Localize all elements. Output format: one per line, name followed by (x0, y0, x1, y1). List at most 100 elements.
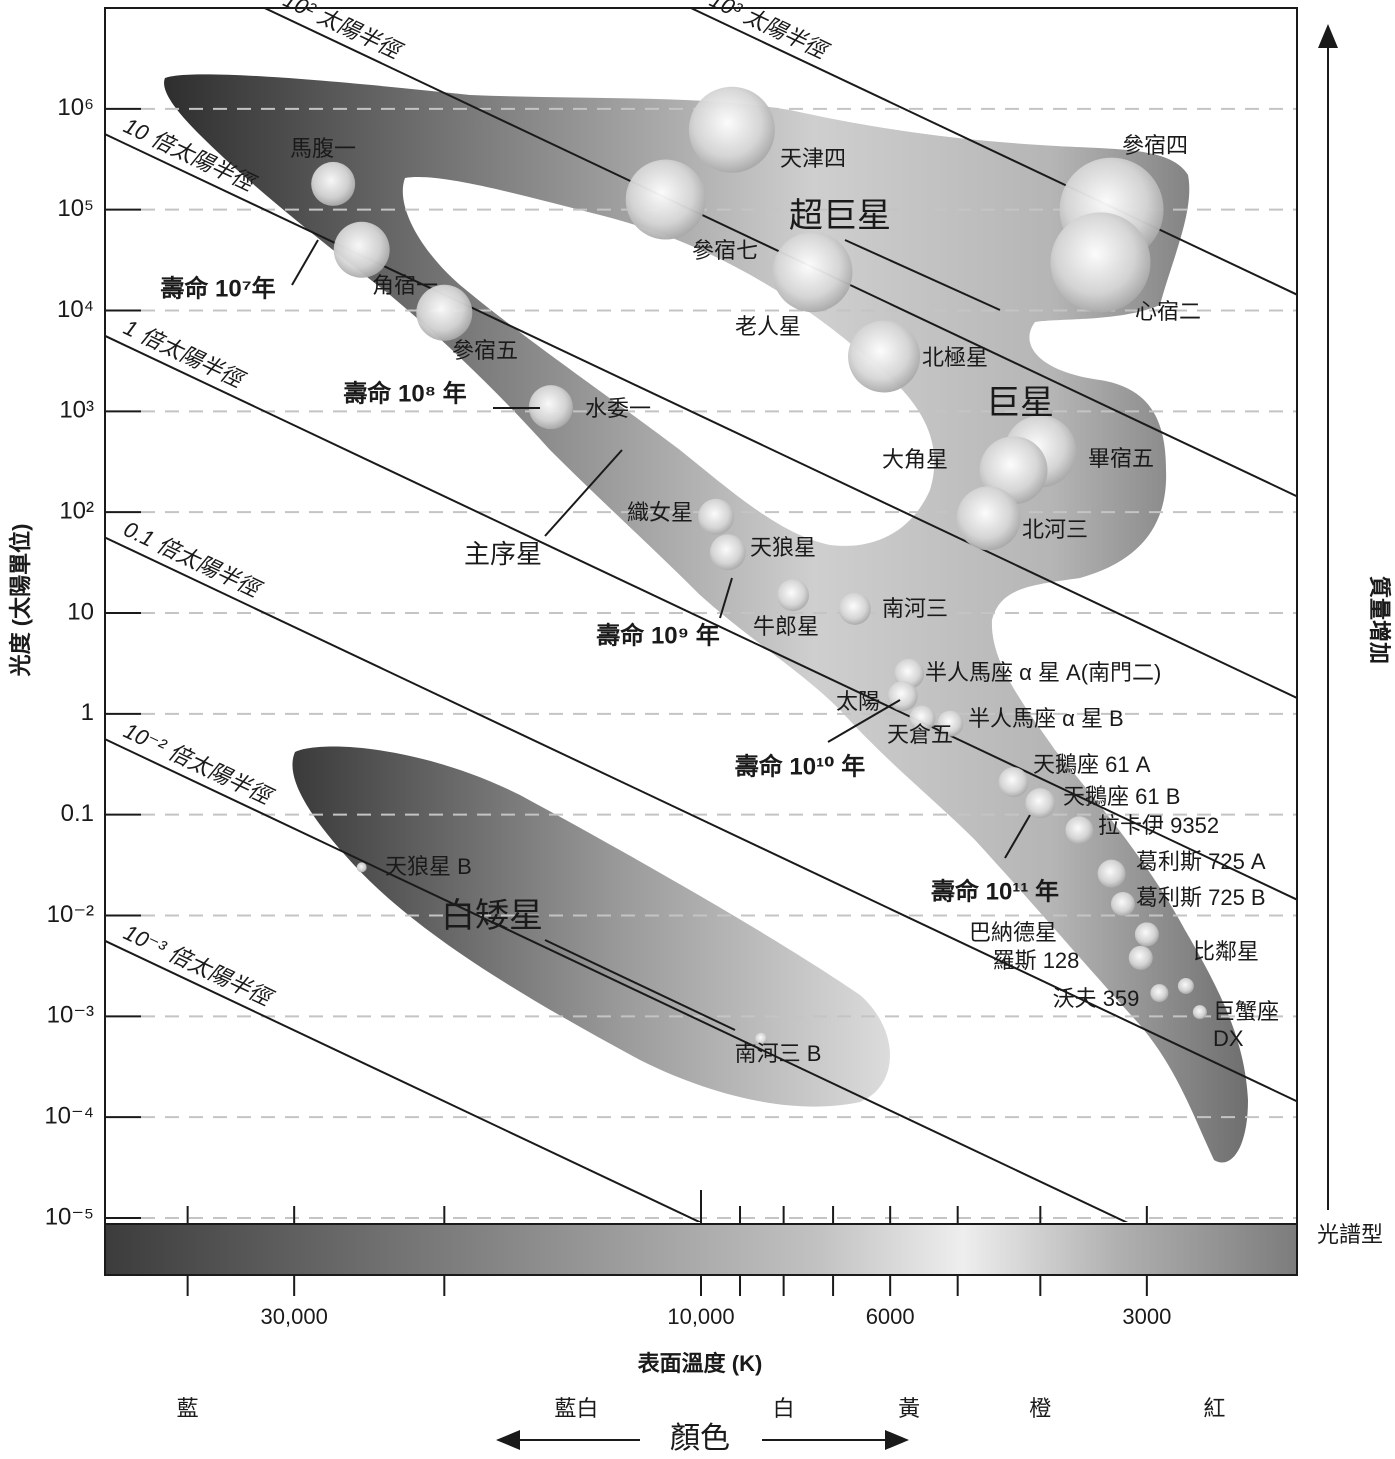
x-tick-label: 10,000 (667, 1304, 734, 1329)
y-axis-title: 光度 (太陽單位) (8, 524, 33, 678)
color-name: 橙 (1029, 1396, 1051, 1421)
y-tick-label: 10⁻³ (47, 1002, 94, 1029)
star (626, 160, 706, 240)
star-label: 馬腹一 (290, 136, 356, 161)
star-label: 半人馬座 α 星 A(南門二) (925, 660, 1161, 685)
star (839, 593, 871, 625)
y-tick-label: 10⁻⁴ (44, 1103, 94, 1130)
star-label: 水委一 (585, 396, 651, 421)
radius-label: 10² 太陽半徑 (279, 0, 407, 65)
star (777, 579, 809, 611)
radius-label: 10⁻³ 倍太陽半徑 (120, 920, 279, 1013)
y-tick-label: 0.1 (61, 800, 94, 827)
color-name: 白 (773, 1396, 795, 1421)
star (1065, 816, 1093, 844)
star-label: 天鵝座 61 B (1063, 784, 1180, 809)
star (334, 222, 390, 278)
star (689, 87, 775, 173)
color-name: 紅 (1203, 1396, 1225, 1421)
star-label: 參宿四 (1122, 133, 1188, 158)
region-label: 超巨星 (789, 197, 891, 235)
star (1098, 860, 1126, 888)
color-name: 黃 (898, 1396, 920, 1421)
y-tick-label: 10² (59, 498, 94, 525)
leader-line (292, 240, 318, 285)
star (1150, 984, 1168, 1002)
color-name: 藍白 (554, 1396, 598, 1421)
star-label: 天鵝座 61 A (1033, 752, 1151, 777)
y-tick-label: 1 (81, 699, 94, 726)
y-tick-label: 10⁴ (57, 296, 94, 323)
region-label: 白矮星 (441, 897, 543, 935)
star (773, 232, 853, 312)
region-label: 巨星 (986, 384, 1054, 422)
star-label: 心宿二 (1135, 299, 1201, 324)
star-label: 北河三 (1022, 517, 1088, 542)
star-label: 羅斯 128 (993, 948, 1080, 973)
star-label: 天狼星 B (385, 854, 472, 879)
star (1051, 212, 1151, 312)
lifetime-label: 壽命 10⁸ 年 (343, 379, 466, 407)
star-label: 北極星 (922, 345, 988, 370)
lifetime-label: 壽命 10⁷年 (160, 274, 275, 302)
star-label: 南河三 B (735, 1041, 822, 1066)
x-tick-label: 3000 (1122, 1304, 1171, 1329)
star (848, 320, 920, 392)
star (1178, 978, 1194, 994)
radius-label: 1 倍太陽半徑 (120, 315, 250, 394)
star-label: 拉卡伊 9352 (1098, 813, 1219, 838)
page: 10⁶ 10⁵ 10⁴ 10³ 10² 10 1 0.1 10⁻² 10⁻³ 10⁻⁴ 10⁻⁵ 30,… (0, 0, 1395, 1459)
star (957, 486, 1021, 550)
star-label: 巴納德星 (969, 920, 1057, 945)
star (357, 862, 367, 872)
y-tick-label: 10⁻² (47, 901, 94, 928)
star-label: 大角星 (882, 447, 948, 472)
star-label: 沃夫 359 (1053, 986, 1140, 1011)
mass-label: 質量增加 (1367, 576, 1392, 664)
color-title: 顏色 (670, 1422, 730, 1455)
y-tick-label: 10⁵ (57, 195, 94, 222)
star (311, 162, 355, 206)
y-tick-label: 10³ (59, 397, 94, 424)
color-name: 藍 (177, 1396, 199, 1421)
star (1111, 892, 1135, 916)
star-label: 天津四 (780, 146, 846, 171)
lifetime-label: 壽命 10¹⁰ 年 (735, 752, 866, 780)
star-label: 葛利斯 725 B (1136, 885, 1266, 910)
star-label: 太陽 (836, 689, 880, 714)
star (999, 767, 1029, 797)
radius-label: 10⁻² 倍太陽半徑 (120, 718, 279, 811)
star (1135, 922, 1159, 946)
star-label: 天狼星 (750, 535, 816, 560)
star (1129, 946, 1153, 970)
spectral-bar (105, 1224, 1297, 1275)
x-axis-title: 表面溫度 (K) (638, 1351, 763, 1376)
y-tick-label: 10 (67, 598, 94, 625)
star-label: 參宿五 (452, 338, 518, 363)
star (698, 499, 734, 535)
lifetime-label: 壽命 10¹¹ 年 (931, 877, 1059, 905)
y-tick-label: 10⁶ (57, 94, 94, 121)
star-label: 半人馬座 α 星 B (968, 706, 1124, 731)
star (1193, 1005, 1207, 1019)
star (710, 534, 746, 570)
y-tick-label: 10⁻⁵ (45, 1203, 94, 1230)
star-label: 織女星 (627, 500, 693, 525)
star-label: 天倉五 (887, 722, 953, 747)
star-label: 畢宿五 (1088, 446, 1154, 471)
star (1025, 788, 1055, 818)
star-label: 角宿一 (372, 273, 438, 298)
x-tick-label: 30,000 (261, 1304, 328, 1329)
lifetime-label: 壽命 10⁹ 年 (596, 621, 719, 649)
region-label: 主序星 (464, 539, 542, 569)
star-label: 參宿七 (692, 238, 758, 263)
radius-label: 10³ 太陽半徑 (706, 0, 834, 65)
x-tick-label: 6000 (866, 1304, 915, 1329)
star-label: 南河三 (882, 596, 948, 621)
radius-label: 0.1 倍太陽半徑 (120, 516, 267, 603)
chart: 10⁶ 10⁵ 10⁴ 10³ 10² 10 1 0.1 10⁻² 10⁻³ 10⁻⁴ 10⁻⁵ 30,… (0, 0, 1395, 1459)
star (888, 681, 918, 711)
star-label: 葛利斯 725 A (1136, 849, 1266, 874)
spectral-label: 光譜型 (1317, 1222, 1383, 1247)
star-label: 比鄰星 (1193, 939, 1259, 964)
